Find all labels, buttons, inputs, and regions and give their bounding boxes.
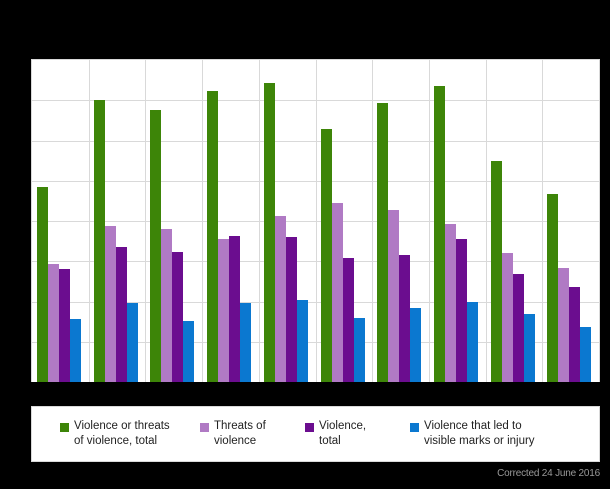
bar (580, 327, 592, 382)
bar (285, 237, 297, 382)
bar (70, 319, 81, 382)
bar (399, 254, 411, 382)
bar (569, 287, 581, 382)
gridline-vertical (428, 60, 430, 382)
bar-group (89, 60, 146, 382)
bar (558, 267, 570, 382)
bar (161, 229, 173, 382)
bar (274, 216, 286, 382)
bar (353, 317, 365, 382)
bar (263, 82, 275, 382)
bar-group (486, 60, 543, 382)
gridline-vertical (88, 60, 90, 382)
legend-item-violence-total[interactable]: Violence, total (305, 419, 410, 449)
bar (512, 274, 524, 382)
bar (466, 301, 478, 382)
gridline-vertical (372, 60, 374, 382)
bar (320, 129, 332, 382)
bar (444, 224, 456, 382)
bar (48, 264, 59, 382)
plot-area (31, 59, 600, 382)
bar (115, 246, 127, 382)
bar (37, 187, 48, 382)
bar (342, 258, 354, 382)
bar (388, 209, 400, 382)
bar (218, 238, 230, 382)
bars-layer (32, 60, 599, 382)
bar (172, 251, 184, 382)
bar-group (259, 60, 316, 382)
bar (331, 203, 343, 382)
bar (207, 90, 219, 382)
gridline-vertical (258, 60, 260, 382)
bar (455, 238, 467, 382)
bar (410, 307, 422, 382)
gridline-vertical (315, 60, 317, 382)
bar (104, 225, 116, 382)
bar (296, 299, 308, 382)
gridline-vertical (202, 60, 204, 382)
gridline-vertical (145, 60, 147, 382)
bar (501, 253, 513, 382)
bar-group (32, 60, 89, 382)
bar (433, 85, 445, 382)
bar (490, 161, 502, 382)
legend-item-label: Violence that led to visible marks or in… (424, 420, 535, 447)
bar (240, 303, 252, 382)
gridline-vertical (542, 60, 544, 382)
legend-item-visible-marks-or-injury[interactable]: Violence that led to visible marks or in… (410, 419, 590, 449)
bar (377, 103, 389, 382)
legend-item-violence-or-threats-total[interactable]: Violence or threats of violence, total (32, 419, 200, 449)
correction-note: Corrected 24 June 2016 (497, 468, 600, 479)
chart-legend: Violence or threats of violence, total T… (31, 406, 600, 462)
bar (126, 303, 138, 382)
gridline-vertical (485, 60, 487, 382)
legend-item-label: Violence or threats of violence, total (74, 420, 170, 447)
legend-swatch-icon (200, 423, 209, 432)
bar (183, 320, 195, 382)
bar-group (202, 60, 259, 382)
bar (150, 109, 162, 382)
legend-item-threats-of-violence[interactable]: Threats of violence (200, 419, 305, 449)
bar-group (542, 60, 599, 382)
legend-swatch-icon (410, 423, 419, 432)
bar (523, 314, 535, 382)
bar (93, 100, 105, 382)
bar-group (316, 60, 373, 382)
bar (229, 235, 241, 382)
bar (59, 269, 70, 382)
legend-item-label: Threats of violence (214, 420, 266, 447)
legend-swatch-icon (60, 423, 69, 432)
bar-group (145, 60, 202, 382)
legend-swatch-icon (305, 423, 314, 432)
bar-group (429, 60, 486, 382)
legend-item-label: Violence, total (319, 420, 367, 447)
bar-group (372, 60, 429, 382)
bar (547, 193, 559, 382)
